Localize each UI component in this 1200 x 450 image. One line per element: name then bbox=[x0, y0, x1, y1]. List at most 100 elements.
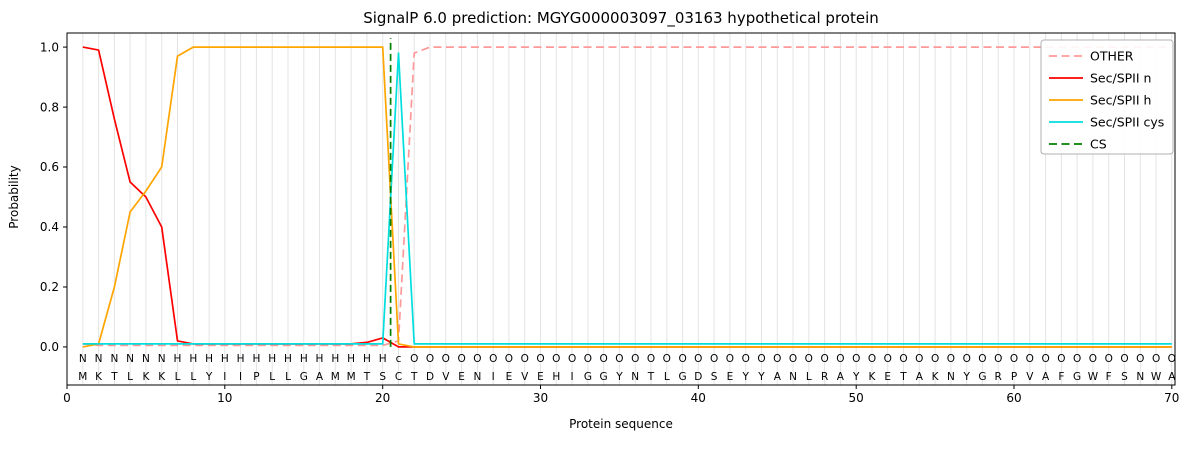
residue-letter: M bbox=[347, 371, 356, 383]
region-label: O bbox=[1010, 353, 1018, 365]
region-label: O bbox=[1105, 353, 1113, 365]
x-axis-label: Protein sequence bbox=[569, 417, 673, 431]
y-tick-label: 0.4 bbox=[40, 220, 59, 234]
residue-letter: K bbox=[932, 371, 940, 383]
residue-letter: E bbox=[727, 371, 734, 383]
residue-letter: V bbox=[442, 371, 450, 383]
series-line-sec-spii-h bbox=[82, 46, 1172, 348]
x-tick-label: 0 bbox=[63, 391, 71, 405]
series-line-sec-spii-n bbox=[82, 46, 1172, 348]
region-label: H bbox=[174, 353, 182, 365]
residue-letter: T bbox=[363, 371, 371, 383]
x-tick-label: 40 bbox=[691, 391, 706, 405]
residue-letter: W bbox=[1088, 371, 1099, 383]
x-tick-label: 70 bbox=[1164, 391, 1179, 405]
residue-letter: V bbox=[1026, 371, 1034, 383]
legend-label: Sec/SPII n bbox=[1090, 70, 1151, 85]
residue-letter: G bbox=[600, 371, 608, 383]
residue-letter: F bbox=[1106, 371, 1112, 383]
region-label: O bbox=[947, 353, 955, 365]
residue-letter: N bbox=[473, 371, 481, 383]
region-label: O bbox=[963, 353, 971, 365]
grid-layer bbox=[82, 33, 1173, 385]
residue-letter: L bbox=[127, 371, 133, 383]
region-label: O bbox=[584, 353, 592, 365]
region-label: O bbox=[836, 353, 844, 365]
residue-letter: A bbox=[1168, 371, 1176, 383]
residue-letter: Y bbox=[205, 371, 213, 383]
region-label: O bbox=[742, 353, 750, 365]
residue-letter: I bbox=[492, 371, 495, 383]
residue-letter: R bbox=[821, 371, 828, 383]
region-label: O bbox=[931, 353, 939, 365]
residue-letter: Y bbox=[741, 371, 749, 383]
region-label: O bbox=[899, 353, 907, 365]
x-tick-label: 50 bbox=[849, 391, 864, 405]
region-label: O bbox=[915, 353, 923, 365]
residue-letter: L bbox=[190, 371, 196, 383]
residue-letter: A bbox=[837, 371, 845, 383]
residue-letter: K bbox=[158, 371, 166, 383]
plot-frame bbox=[66, 32, 1176, 386]
residue-letter: A bbox=[774, 371, 782, 383]
region-label: O bbox=[568, 353, 576, 365]
region-label: O bbox=[757, 353, 765, 365]
legend: OTHER Sec/SPII n Sec/SPII h Sec/SPII cys CS bbox=[1040, 39, 1174, 155]
sequence-layer: NMNKNTNLNKNKHLHLHYHIHIHPHLHLHGHAHMHMHTHS… bbox=[78, 353, 1176, 383]
region-label: O bbox=[1089, 353, 1097, 365]
residue-letter: T bbox=[410, 371, 418, 383]
region-label: H bbox=[221, 353, 229, 365]
region-label: O bbox=[978, 353, 986, 365]
residue-letter: T bbox=[647, 371, 655, 383]
region-label: N bbox=[142, 353, 150, 365]
residue-letter: R bbox=[995, 371, 1002, 383]
residue-letter: G bbox=[300, 371, 308, 383]
residue-letter: K bbox=[142, 371, 150, 383]
region-label: O bbox=[410, 353, 418, 365]
residue-letter: K bbox=[95, 371, 103, 383]
residue-letter: G bbox=[978, 371, 986, 383]
residue-letter: T bbox=[899, 371, 907, 383]
x-tick-label: 30 bbox=[533, 391, 548, 405]
residue-letter: M bbox=[331, 371, 340, 383]
y-axis-label: Probability bbox=[7, 165, 21, 228]
residue-letter: L bbox=[285, 371, 291, 383]
region-label: O bbox=[884, 353, 892, 365]
region-label: O bbox=[805, 353, 813, 365]
region-label: H bbox=[316, 353, 324, 365]
region-label: O bbox=[599, 353, 607, 365]
residue-letter: G bbox=[584, 371, 592, 383]
region-label: O bbox=[457, 353, 465, 365]
region-label: O bbox=[426, 353, 434, 365]
residue-letter: S bbox=[1121, 371, 1128, 383]
residue-letter: D bbox=[694, 371, 702, 383]
region-label: H bbox=[363, 353, 371, 365]
residue-letter: L bbox=[269, 371, 275, 383]
residue-letter: T bbox=[110, 371, 118, 383]
region-label: H bbox=[205, 353, 213, 365]
residue-letter: I bbox=[223, 371, 226, 383]
region-label: O bbox=[647, 353, 655, 365]
region-label: O bbox=[852, 353, 860, 365]
y-tick-label: 0.2 bbox=[40, 280, 59, 294]
legend-label: Sec/SPII cys bbox=[1090, 114, 1164, 129]
chart-title: SignalP 6.0 prediction: MGYG000003097_03… bbox=[363, 9, 879, 28]
residue-letter: C bbox=[395, 371, 402, 383]
residue-letter: S bbox=[711, 371, 718, 383]
residue-letter: M bbox=[78, 371, 87, 383]
residue-letter: L bbox=[664, 371, 670, 383]
region-label: O bbox=[631, 353, 639, 365]
region-label: O bbox=[663, 353, 671, 365]
region-label: O bbox=[694, 353, 702, 365]
region-label: O bbox=[1136, 353, 1144, 365]
x-tick-label: 10 bbox=[217, 391, 232, 405]
region-label: H bbox=[189, 353, 197, 365]
series-line-sec-spii-cys bbox=[82, 52, 1172, 345]
residue-letter: L bbox=[175, 371, 181, 383]
region-label: O bbox=[789, 353, 797, 365]
region-label: O bbox=[1120, 353, 1128, 365]
residue-letter: N bbox=[789, 371, 797, 383]
legend-box bbox=[1040, 39, 1174, 155]
region-label: O bbox=[678, 353, 686, 365]
